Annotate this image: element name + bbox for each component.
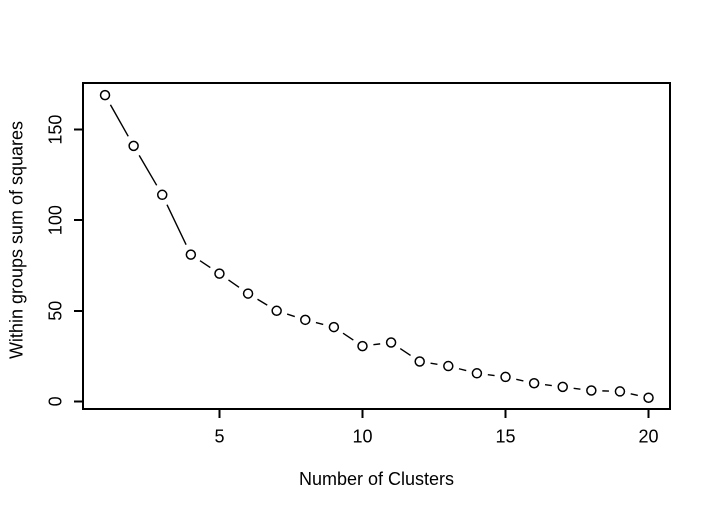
data-point-marker	[586, 385, 597, 396]
y-tick-label: 50	[45, 301, 65, 321]
data-point-marker	[528, 378, 540, 389]
data-point-marker	[385, 337, 397, 348]
series-segment	[138, 155, 158, 186]
data-point-marker	[614, 386, 626, 397]
series-segment	[630, 393, 638, 397]
data-point-marker	[328, 321, 340, 333]
series-segment	[573, 387, 581, 390]
series-segment	[315, 321, 324, 326]
data-point-marker	[156, 189, 168, 201]
y-axis-title: Within groups sum of squares	[6, 120, 27, 360]
data-point-marker	[557, 381, 568, 393]
data-point-marker	[242, 288, 254, 299]
series-segment	[257, 298, 268, 306]
series-segment	[109, 104, 129, 137]
y-tick-label: 100	[45, 205, 65, 235]
series-segment	[199, 260, 211, 269]
series-segment	[458, 368, 467, 372]
series-segment	[228, 279, 240, 288]
data-point-marker	[300, 314, 311, 326]
y-tick-label: 150	[45, 115, 65, 145]
data-point-marker	[443, 360, 454, 372]
plot-border	[82, 82, 671, 410]
x-tick-label: 10	[352, 426, 372, 446]
series-segment	[430, 362, 438, 366]
data-point-marker	[414, 356, 425, 367]
data-point-marker	[185, 249, 197, 260]
data-point-marker	[214, 268, 225, 279]
data-point-marker	[99, 89, 111, 101]
series-segment	[286, 313, 295, 318]
x-tick-label: 20	[639, 426, 659, 446]
series-segment	[544, 383, 552, 387]
series-segment	[516, 378, 524, 382]
data-point-marker	[643, 392, 654, 404]
y-tick-label: 0	[45, 396, 65, 406]
series-segment	[487, 373, 495, 377]
data-point-marker	[357, 340, 368, 352]
series-segment	[342, 332, 354, 341]
series-segment	[166, 204, 187, 245]
x-axis-title: Number of Clusters	[298, 469, 455, 489]
data-point-marker	[500, 371, 511, 383]
series-segment	[399, 348, 411, 357]
data-point-marker	[128, 140, 139, 152]
series-segment	[373, 343, 381, 346]
data-point-marker	[271, 305, 282, 317]
data-point-marker	[471, 368, 483, 379]
x-tick-label: 5	[214, 426, 224, 446]
x-tick-label: 15	[495, 426, 515, 446]
